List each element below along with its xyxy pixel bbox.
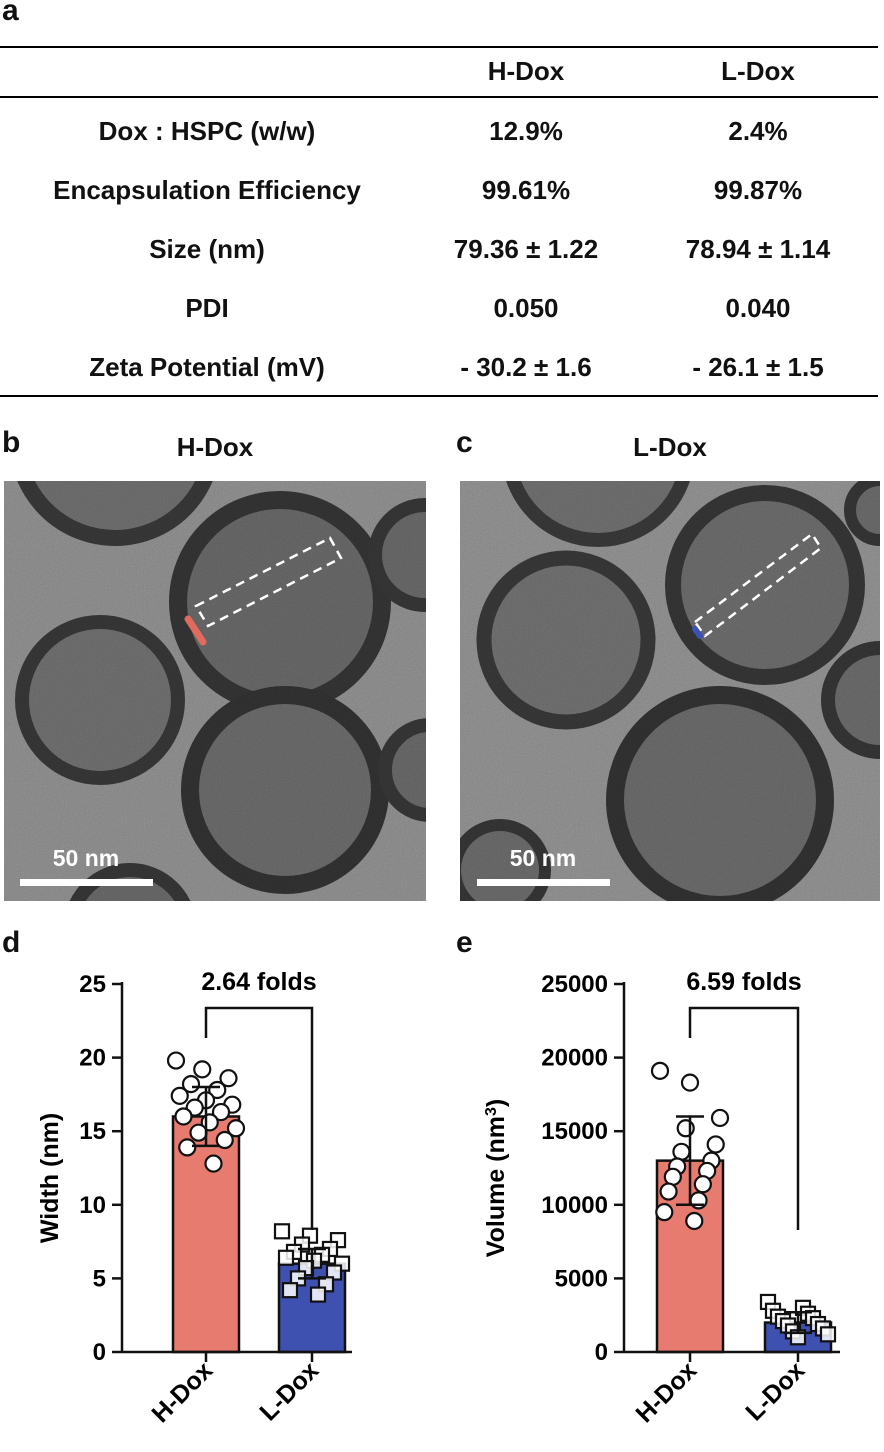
table-row-label: Encapsulation Efficiency bbox=[53, 175, 361, 205]
data-point bbox=[277, 1249, 295, 1266]
y-tick-label: 10000 bbox=[541, 1192, 608, 1219]
data-point bbox=[710, 1108, 730, 1128]
data-point bbox=[211, 1102, 231, 1122]
y-tick-label: 25 bbox=[79, 971, 106, 998]
data-point bbox=[659, 1182, 678, 1201]
data-point bbox=[226, 1119, 246, 1138]
membrane-highlight bbox=[184, 615, 207, 646]
micrograph-l-dox bbox=[460, 481, 880, 901]
table-cell: 2.4% bbox=[728, 116, 788, 146]
scale-bar-label: 50 nm bbox=[510, 845, 576, 871]
data-point bbox=[174, 1107, 193, 1126]
error-bar bbox=[676, 1115, 704, 1207]
measurement-box bbox=[194, 536, 343, 628]
table-header-l-dox: L-Dox bbox=[721, 56, 795, 86]
y-tick-label: 20 bbox=[79, 1045, 106, 1072]
data-point bbox=[189, 1123, 208, 1142]
data-point bbox=[219, 1069, 238, 1088]
data-point bbox=[170, 1086, 189, 1105]
scale-bar bbox=[20, 879, 153, 886]
y-axis-label: Width (nm) bbox=[36, 1113, 64, 1243]
panel-label-c: c bbox=[456, 426, 473, 459]
comparison-bracket bbox=[204, 1006, 314, 1230]
x-tick-label: H-Dox bbox=[146, 1356, 218, 1428]
table-cell: 78.94 ± 1.14 bbox=[685, 234, 831, 264]
table-row-label: Dox : HSPC (w/w) bbox=[98, 116, 316, 146]
table-cell: 0.050 bbox=[493, 293, 559, 323]
table-header-rule bbox=[0, 96, 878, 98]
table-cell: 99.61% bbox=[481, 175, 571, 205]
fold-change-annotation: 2.64 folds bbox=[201, 968, 316, 996]
data-point bbox=[706, 1135, 725, 1154]
data-point bbox=[685, 1211, 704, 1231]
data-point bbox=[672, 1142, 691, 1161]
scale-bar-label: 50 nm bbox=[53, 845, 119, 871]
data-point bbox=[281, 1282, 299, 1299]
data-point bbox=[204, 1154, 223, 1173]
x-tick-label: L-Dox bbox=[254, 1356, 324, 1426]
y-tick-label: 15000 bbox=[541, 1118, 608, 1145]
panel-label-e: e bbox=[456, 926, 473, 959]
table-row-label: Zeta Potential (mV) bbox=[89, 352, 325, 382]
y-tick-label: 5 bbox=[93, 1265, 106, 1292]
data-point bbox=[193, 1060, 212, 1079]
data-point bbox=[693, 1175, 712, 1194]
comparison-bracket bbox=[688, 1006, 800, 1230]
table-cell: 12.9% bbox=[489, 116, 563, 146]
table-cell: 79.36 ± 1.22 bbox=[453, 234, 599, 264]
error-bar bbox=[192, 1085, 220, 1148]
data-point bbox=[215, 1130, 234, 1150]
chart-volume: 0 5000 10000 15000 20000 25000 H-Dox L-Dox Volum… bbox=[482, 968, 840, 1428]
data-point bbox=[166, 1051, 186, 1070]
chart-width: 0 5 10 15 20 25 H-Dox L-Dox Width (nm) 2.64 folds bbox=[36, 968, 352, 1428]
data-point bbox=[655, 1203, 674, 1222]
x-tick-label: H-Dox bbox=[630, 1356, 702, 1428]
micrograph-h-dox bbox=[4, 481, 426, 901]
table-cell: 0.040 bbox=[725, 293, 791, 323]
table-row-label: PDI bbox=[185, 293, 229, 323]
table-row-label: Size (nm) bbox=[149, 234, 265, 264]
scale-bar bbox=[477, 879, 610, 886]
data-point bbox=[309, 1286, 327, 1303]
fold-change-annotation: 6.59 folds bbox=[686, 968, 801, 996]
data-point bbox=[178, 1138, 197, 1157]
panel-label-b: b bbox=[2, 426, 21, 459]
y-tick-label: 10 bbox=[79, 1192, 106, 1219]
y-tick-label: 0 bbox=[595, 1339, 608, 1366]
data-point bbox=[680, 1073, 700, 1092]
panel-label-a: a bbox=[2, 0, 19, 27]
membrane-highlight bbox=[692, 626, 703, 639]
table-cell: - 30.2 ± 1.6 bbox=[460, 352, 592, 382]
y-axis-label: Volume (nm3) bbox=[482, 1099, 510, 1257]
data-point bbox=[819, 1326, 837, 1343]
table-cell: - 26.1 ± 1.5 bbox=[692, 352, 824, 382]
x-tick-label: L-Dox bbox=[740, 1356, 810, 1426]
measurement-box bbox=[693, 532, 823, 638]
table-cell: 99.87% bbox=[713, 175, 803, 205]
table-top-rule bbox=[0, 46, 878, 48]
y-tick-label: 0 bbox=[93, 1339, 106, 1366]
data-point bbox=[650, 1061, 670, 1080]
error-bar bbox=[784, 1311, 812, 1335]
panel-label-d: d bbox=[2, 926, 21, 959]
error-bar bbox=[298, 1247, 326, 1280]
y-tick-label: 15 bbox=[79, 1118, 106, 1145]
y-tick-label: 20000 bbox=[541, 1045, 608, 1072]
micrograph-title-h-dox: H-Dox bbox=[176, 432, 254, 462]
data-point bbox=[273, 1223, 291, 1240]
table-header-h-dox: H-Dox bbox=[487, 56, 565, 86]
y-tick-label: 25000 bbox=[541, 971, 608, 998]
y-tick-label: 5000 bbox=[555, 1265, 608, 1292]
data-point bbox=[663, 1167, 682, 1186]
data-point bbox=[676, 1119, 695, 1138]
table-bottom-rule bbox=[0, 395, 878, 397]
micrograph-title-l-dox: L-Dox bbox=[633, 432, 707, 462]
